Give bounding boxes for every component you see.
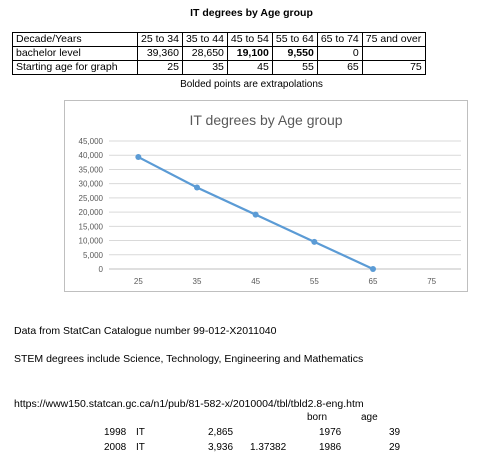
y-tick-label: 0 bbox=[99, 265, 104, 274]
y-tick-label: 25,000 bbox=[79, 194, 104, 203]
row-count: 2,865 bbox=[208, 427, 234, 438]
y-tick-label: 45,000 bbox=[79, 137, 104, 146]
chart-frame: IT degrees by Age group 0 5,000 10,000 15,0… bbox=[64, 100, 468, 292]
table-cell: 35 to 44 bbox=[181, 32, 228, 47]
row-year: 1998 bbox=[104, 427, 127, 438]
table-cell: 0 bbox=[316, 46, 363, 61]
stem-text: STEM degrees include Science, Technology… bbox=[14, 353, 364, 365]
row-label: IT bbox=[136, 442, 145, 453]
row-age: 29 bbox=[389, 442, 401, 453]
table-cell: 75 and over bbox=[361, 32, 426, 47]
y-tick-label: 40,000 bbox=[79, 151, 104, 160]
line-chart: IT degrees by Age group 0 5,000 10,000 15,0… bbox=[79, 112, 461, 286]
table-cell: 55 bbox=[271, 60, 318, 75]
row-born: 1986 bbox=[319, 442, 342, 453]
data-point bbox=[194, 184, 200, 191]
table-cell: 25 bbox=[137, 60, 183, 75]
table-cell: Decade/Years bbox=[12, 32, 138, 47]
y-tick-label: 30,000 bbox=[79, 180, 104, 189]
row-ratio: 1.37382 bbox=[250, 442, 287, 453]
source-text: Data from StatCan Catalogue number 99-01… bbox=[14, 325, 277, 337]
table-cell: 45 bbox=[226, 60, 273, 75]
data-point bbox=[252, 211, 259, 218]
y-tick-label: 5,000 bbox=[83, 251, 104, 260]
row-born: 1976 bbox=[319, 427, 342, 438]
table-row: bachelor level 39,360 28,650 19,100 9,55… bbox=[12, 46, 426, 61]
extrapolation-note: Bolded points are extrapolations bbox=[180, 79, 323, 90]
y-tick-label: 10,000 bbox=[79, 237, 104, 246]
table-cell: 55 to 64 bbox=[271, 32, 318, 47]
col-header-age: age bbox=[361, 412, 378, 423]
row-count: 3,936 bbox=[208, 442, 234, 453]
row-label: IT bbox=[136, 427, 145, 438]
table-cell: 75 bbox=[361, 60, 426, 75]
y-tick-label: 15,000 bbox=[79, 222, 104, 231]
row-year: 2008 bbox=[104, 442, 127, 453]
x-tick-label: 65 bbox=[369, 277, 378, 286]
table-cell: 25 to 34 bbox=[137, 32, 183, 47]
table-cell bbox=[361, 46, 426, 61]
table-cell: 39,360 bbox=[137, 46, 183, 61]
x-tick-label: 75 bbox=[427, 277, 436, 286]
table-cell: Starting age for graph bbox=[12, 60, 138, 75]
x-tick-label: 55 bbox=[310, 277, 319, 286]
x-tick-label: 25 bbox=[134, 277, 143, 286]
row-age: 39 bbox=[389, 427, 401, 438]
table-cell: 65 to 74 bbox=[316, 32, 363, 47]
table-cell: 9,550 bbox=[271, 46, 318, 61]
table-cell: 19,100 bbox=[226, 46, 273, 61]
col-header-born: born bbox=[307, 412, 328, 423]
page-title: IT degrees by Age group bbox=[190, 7, 313, 19]
x-tick-label: 45 bbox=[251, 277, 260, 286]
chart-title: IT degrees by Age group bbox=[189, 112, 342, 128]
x-tick-label: 35 bbox=[193, 277, 202, 286]
table-cell: 28,650 bbox=[181, 46, 228, 61]
table-cell: 45 to 54 bbox=[226, 32, 273, 47]
data-point bbox=[370, 266, 376, 272]
table-row: Decade/Years 25 to 34 35 to 44 45 to 54 … bbox=[12, 32, 426, 47]
data-point bbox=[311, 238, 318, 245]
table-cell: 65 bbox=[316, 60, 363, 75]
table-cell: 35 bbox=[181, 60, 228, 75]
table-row: Starting age for graph 25 35 45 55 65 75 bbox=[12, 60, 426, 75]
data-table: Decade/Years 25 to 34 35 to 44 45 to 54 … bbox=[12, 32, 426, 75]
table-cell: bachelor level bbox=[12, 46, 138, 61]
y-tick-label: 35,000 bbox=[79, 165, 104, 174]
y-tick-label: 20,000 bbox=[79, 208, 104, 217]
data-point bbox=[135, 154, 142, 161]
source-url: https://www150.statcan.gc.ca/n1/pub/81-5… bbox=[14, 398, 364, 410]
